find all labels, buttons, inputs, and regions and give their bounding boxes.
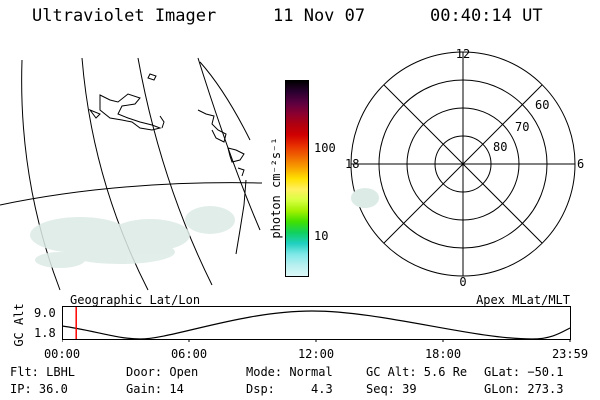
coastline: [237, 167, 245, 177]
status-seq: Seq: 39: [366, 382, 417, 396]
status-filter: Flt: LBHL: [10, 365, 76, 379]
status-gc-alt: GC Alt: 5.6 Re: [366, 365, 468, 379]
mlt-label-0: 0: [459, 275, 466, 289]
altitude-timeline: [62, 306, 571, 342]
x-tick-1800: 18:00: [424, 347, 462, 361]
status-gain: Gain: 14: [126, 382, 184, 396]
status-ip: IP: 36.0: [10, 382, 68, 396]
latitude-line: [0, 182, 262, 206]
time-label: 00:40:14 UT: [430, 6, 543, 26]
timeline-right-title: Apex MLat/MLT: [476, 293, 570, 307]
aurora-patch: [351, 188, 379, 208]
colorbar-tick-10: 10: [314, 229, 329, 243]
timeline-left-title: Geographic Lat/Lon: [70, 293, 201, 307]
x-tick-0000: 00:00: [43, 347, 81, 361]
coastline: [159, 115, 165, 129]
coastline: [147, 73, 157, 81]
status-mode: Mode: Normal: [246, 365, 333, 379]
meridian-line: [199, 61, 251, 141]
colorbar: [285, 80, 309, 277]
x-tick-2359: 23:59: [551, 347, 589, 361]
timeline-y-axis-label: GC Alt: [12, 303, 26, 347]
timeline-y-tick-max: 9.0: [34, 306, 56, 320]
mlt-label-6: 6: [577, 157, 584, 171]
mlt-label-18: 18: [345, 157, 359, 171]
timeline-y-tick-min: 1.8: [34, 326, 56, 340]
geographic-map: [0, 57, 262, 291]
altitude-curve: [62, 310, 571, 340]
timeline-frame: [62, 306, 571, 340]
status-glon: GLon: 273.3: [484, 382, 564, 396]
coastline: [197, 109, 227, 143]
coastline: [88, 108, 101, 119]
polar-plot: 12 18 6 0 60 70 80: [345, 47, 584, 289]
lat-label-70: 70: [515, 120, 529, 134]
colorbar-unit-label: photon cm⁻²s⁻¹: [269, 137, 283, 239]
mlt-line-diagonal: [383, 84, 543, 244]
meridian-line: [137, 57, 213, 286]
lat-label-60: 60: [535, 98, 549, 112]
app-title: Ultraviolet Imager: [32, 6, 217, 26]
status-glat: GLat: −50.1: [484, 365, 564, 379]
status-dsp: Dsp: 4.3: [246, 382, 333, 396]
meridian-line: [197, 57, 261, 231]
status-door: Door: Open: [126, 365, 199, 379]
coastline: [99, 93, 162, 131]
coastline: [227, 147, 245, 163]
x-tick-0600: 06:00: [170, 347, 208, 361]
x-tick-1200: 12:00: [297, 347, 335, 361]
lat-label-80: 80: [493, 140, 507, 154]
coastline: [235, 179, 247, 255]
colorbar-tick-100: 100: [314, 141, 336, 155]
mlt-label-12: 12: [456, 47, 470, 61]
date-label: 11 Nov 07: [273, 6, 366, 26]
